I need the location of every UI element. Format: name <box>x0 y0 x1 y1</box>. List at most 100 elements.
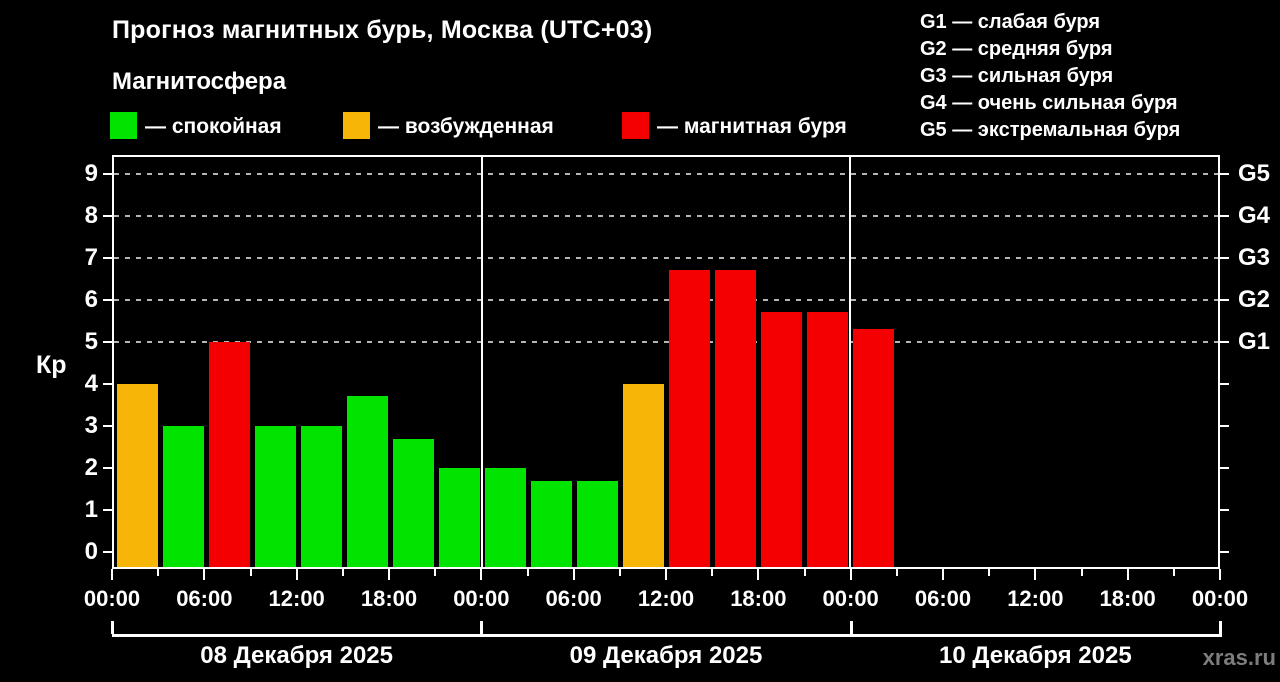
kp-bar <box>162 425 204 567</box>
x-time-label: 12:00 <box>1007 586 1064 611</box>
kp-bar <box>300 425 342 567</box>
x-tick-minor <box>1172 569 1175 576</box>
kp-bar <box>760 312 802 567</box>
x-tick-major <box>388 569 390 580</box>
grid-line-g3 <box>114 256 1218 259</box>
storm-scale-line: G4 — очень сильная буря <box>920 92 1178 114</box>
x-tick-major <box>480 569 483 580</box>
grid-line-g1 <box>114 340 1218 343</box>
y-tick-right <box>1220 172 1229 175</box>
x-tick-minor <box>618 569 621 576</box>
y-axis-label: 4 <box>84 369 98 397</box>
x-tick-major <box>203 569 206 580</box>
x-time-label: 12:00 <box>637 586 695 611</box>
y-tick-right <box>1220 298 1229 301</box>
right-axis-label-g5: G5 <box>1238 159 1271 187</box>
storm-scale-line: G5 — экстремальная буря <box>920 119 1181 141</box>
x-tick-major <box>572 569 575 580</box>
y-tick-left <box>103 550 112 553</box>
kp-bar <box>806 312 848 567</box>
storm-scale-line: G1 — слабая буря <box>920 11 1101 33</box>
date-label: 10 Декабря 2025 <box>938 642 1132 669</box>
right-axis-label-g4: G4 <box>1238 201 1271 229</box>
y-tick-left <box>103 382 112 385</box>
y-tick-right <box>1220 382 1229 385</box>
date-label: 08 Декабря 2025 <box>200 642 393 669</box>
legend-label-storm: — магнитная буря <box>657 115 847 138</box>
storm-scale-legend: G1 — слабая буря G2 — средняя буря G3 — си… <box>920 9 1180 144</box>
kp-bar <box>852 329 894 567</box>
y-tick-left <box>103 298 112 301</box>
x-tick-minor <box>988 569 991 576</box>
kp-bar <box>576 480 618 567</box>
y-tick-left <box>103 214 112 217</box>
day-separator <box>481 157 483 567</box>
x-tick-major <box>757 569 760 580</box>
y-tick-right <box>1220 466 1229 469</box>
y-axis-label: 7 <box>84 243 98 271</box>
kp-bar <box>438 467 480 567</box>
date-bracket-tick <box>849 621 853 634</box>
x-tick-major <box>665 569 667 580</box>
grid-line-g2 <box>114 298 1218 301</box>
x-tick-minor <box>341 569 344 576</box>
x-tick-major <box>849 569 852 580</box>
x-time-label: 06:00 <box>176 586 233 611</box>
kp-bar <box>530 480 572 567</box>
plot-area <box>112 155 1220 569</box>
storm-scale-line: G2 — средняя буря <box>920 38 1113 60</box>
y-tick-right <box>1220 424 1229 427</box>
y-tick-left <box>103 424 112 427</box>
grid-line-g4 <box>114 214 1218 217</box>
kp-bar <box>254 425 296 567</box>
y-axis-label: 6 <box>84 285 98 313</box>
y-tick-right <box>1220 214 1229 217</box>
legend-label-excited: — возбужденная <box>378 115 554 138</box>
x-time-label: 00:00 <box>1191 586 1249 611</box>
y-axis-label: 0 <box>84 537 98 565</box>
chart-subtitle: Магнитосфера <box>112 68 287 95</box>
x-tick-minor <box>895 569 898 576</box>
x-time-label: 18:00 <box>1099 586 1156 611</box>
x-tick-major <box>1126 569 1129 580</box>
x-tick-minor <box>434 569 437 576</box>
x-tick-major <box>942 569 944 580</box>
right-axis-label-g1: G1 <box>1238 327 1271 355</box>
legend-swatch-quiet <box>110 112 137 139</box>
grid-line-g5 <box>114 172 1218 175</box>
x-tick-major <box>1034 569 1037 580</box>
y-axis-title: Кр <box>36 351 67 379</box>
kp-bar <box>622 383 664 567</box>
date-bracket-tick <box>480 621 484 634</box>
kp-bar <box>714 270 756 567</box>
kp-bar <box>116 383 158 567</box>
y-tick-right <box>1220 550 1229 553</box>
date-label: 09 Декабря 2025 <box>569 642 763 669</box>
kp-bar <box>668 270 710 567</box>
right-axis-label-g3: G3 <box>1238 243 1271 271</box>
x-tick-minor <box>803 569 806 576</box>
x-time-label: 18:00 <box>730 586 787 611</box>
y-axis-label: 5 <box>84 327 98 355</box>
x-time-label: 18:00 <box>360 586 418 611</box>
x-time-label: 06:00 <box>545 586 602 611</box>
y-tick-left <box>103 340 112 343</box>
chart-title: Прогноз магнитных бурь, Москва (UTC+03) <box>112 16 653 44</box>
x-time-label: 00:00 <box>822 586 879 611</box>
date-bracket-tick <box>1219 621 1222 634</box>
watermark: xras.ru <box>1202 645 1276 670</box>
x-time-label: 06:00 <box>914 586 972 611</box>
x-tick-minor <box>1080 569 1083 576</box>
legend-label-quiet: — спокойная <box>145 115 282 138</box>
legend-swatch-excited <box>343 112 370 139</box>
y-axis-label: 8 <box>84 201 98 229</box>
y-axis-label: 3 <box>84 411 98 439</box>
y-tick-left <box>103 172 112 175</box>
kp-bar <box>484 467 526 567</box>
y-tick-right <box>1220 256 1229 259</box>
y-tick-left <box>103 256 112 259</box>
y-tick-right <box>1220 508 1229 511</box>
x-tick-minor <box>711 569 714 576</box>
